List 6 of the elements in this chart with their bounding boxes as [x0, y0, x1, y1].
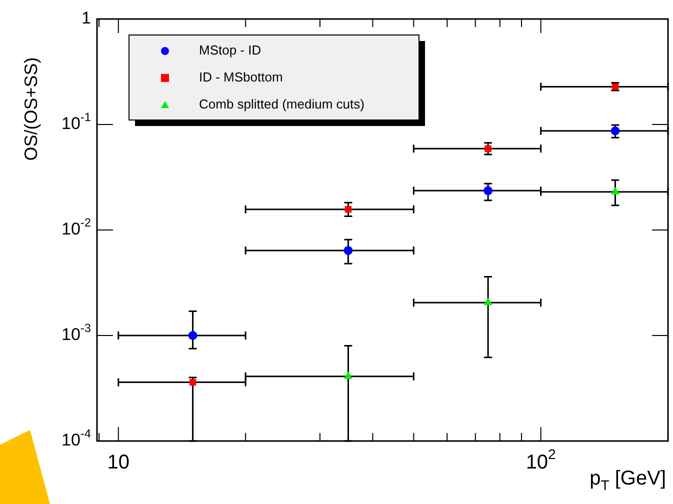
- x-tick-label: 10: [107, 452, 130, 474]
- y-axis-title: OS/(OS+SS): [20, 57, 41, 161]
- y-tick-label: 1: [82, 8, 92, 28]
- legend-label: MStop - ID: [199, 42, 262, 58]
- legend-label: ID - MSbottom: [199, 70, 283, 85]
- legend-label: Comb splitted (medium cuts): [199, 96, 364, 112]
